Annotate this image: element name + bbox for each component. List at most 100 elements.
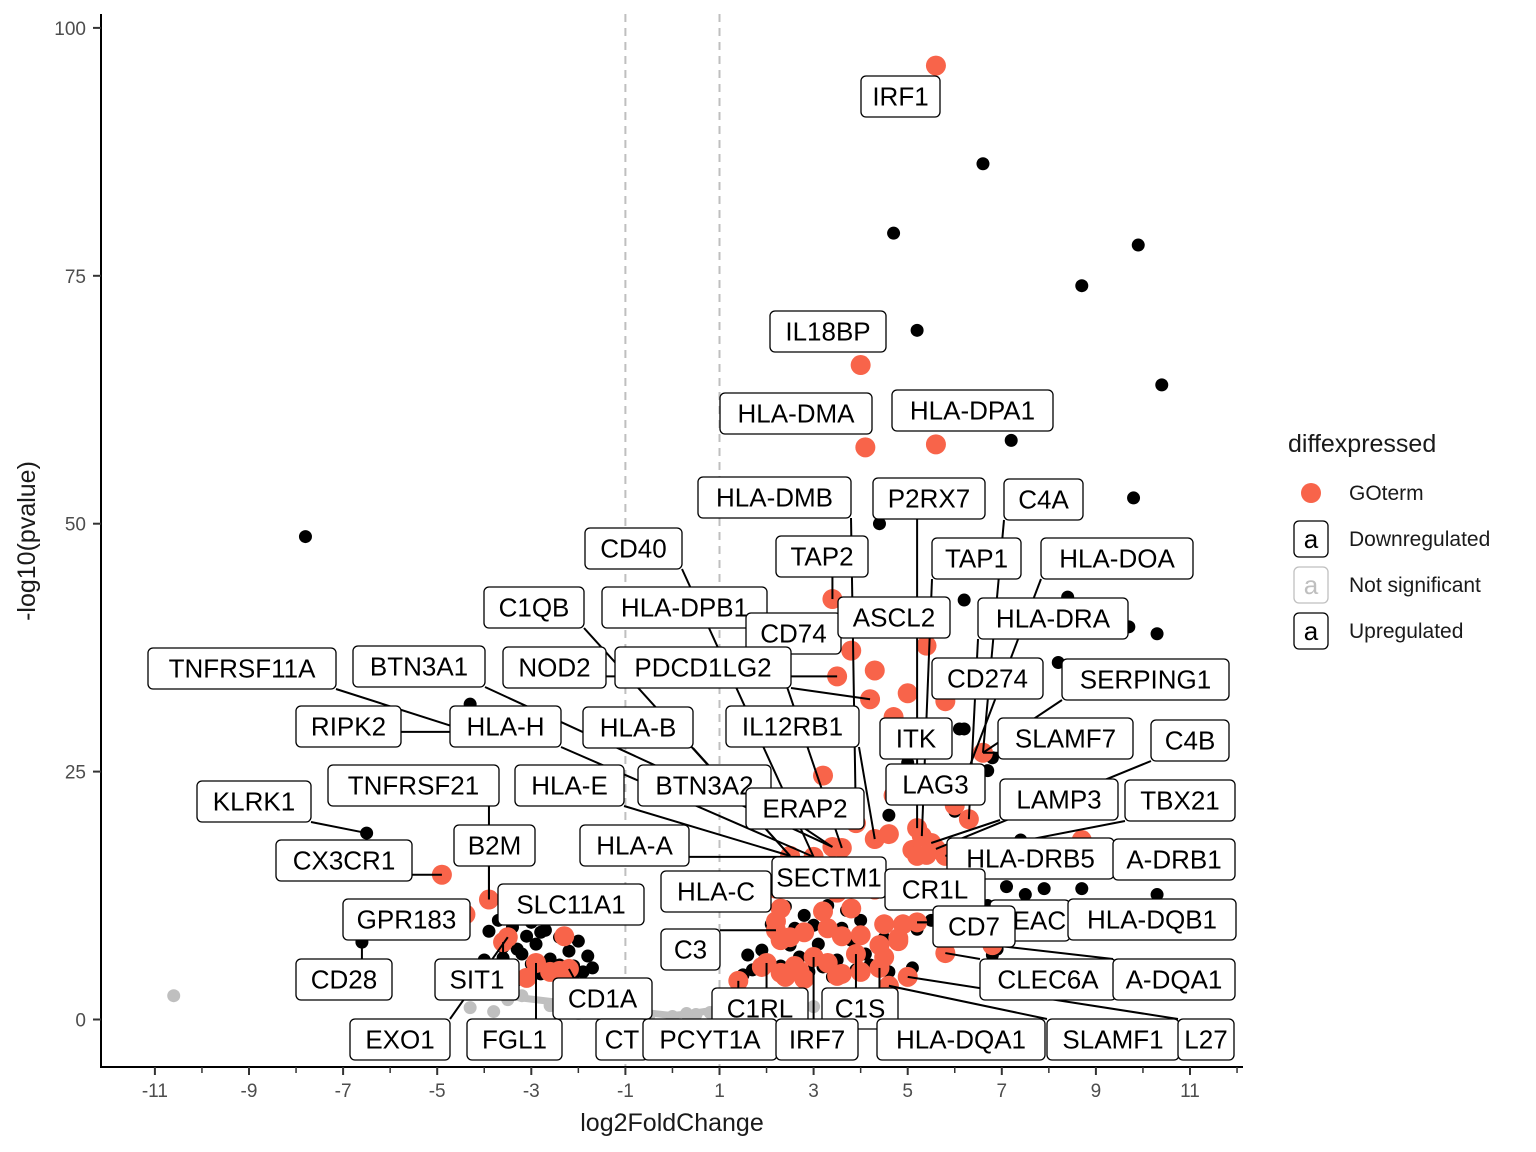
legend: diffexpressed GOterm a Downregulated a Not s… <box>1288 430 1490 650</box>
gene-label-box <box>885 763 986 806</box>
goterm-point <box>897 683 918 704</box>
upregulated-point <box>1075 882 1089 896</box>
gene-label-text: NOD2 <box>518 653 590 683</box>
gene-label-text: HLA-DPB1 <box>621 593 748 623</box>
gene-label: BTN3A2 <box>637 764 772 807</box>
gene-label: CD274 <box>931 657 1044 700</box>
gene-label: HLA-E <box>514 764 625 807</box>
gene-label: IRF7 <box>775 1018 859 1061</box>
gene-label-text: KLRK1 <box>213 787 295 817</box>
gene-label-box <box>997 717 1134 760</box>
gene-label-text: TBX21 <box>1140 786 1220 816</box>
gene-label-text: ITK <box>896 724 937 754</box>
gene-label: HLA-DOA <box>1040 537 1194 580</box>
gene-label-text: HLA-B <box>600 713 677 743</box>
gene-label-text: CD28 <box>311 965 377 995</box>
gene-label: TNFRSF21 <box>327 764 500 807</box>
gene-label: HLA-C <box>660 870 772 913</box>
x-tick-label: -11 <box>142 1081 168 1102</box>
y-tick-label: 0 <box>75 1011 86 1032</box>
gene-label: CD28 <box>295 958 393 1001</box>
gene-label: LAMP3 <box>999 778 1119 821</box>
gene-label-box <box>453 824 536 867</box>
goterm-point <box>916 844 937 865</box>
gene-label-text: EXO1 <box>365 1025 434 1055</box>
gene-label: SLC11A1 <box>497 883 645 926</box>
legend-entry: a Upregulated <box>1293 612 1463 650</box>
x-tick-label: -1 <box>617 1081 634 1102</box>
legend-label: GOterm <box>1349 482 1424 505</box>
x-tick-label: 1 <box>714 1081 725 1102</box>
gene-label-text: IL12RB1 <box>742 712 843 742</box>
gene-label-box <box>725 705 860 748</box>
gene-label-box <box>434 958 520 1001</box>
gene-label-box <box>745 787 865 830</box>
downregulated-point <box>482 924 496 938</box>
gene-label-text: HLA-A <box>596 831 673 861</box>
leader-line <box>623 805 791 857</box>
gene-label-text: IRF7 <box>789 1025 845 1055</box>
gene-label-box <box>1112 838 1236 881</box>
gene-label: IRF1 <box>860 75 941 118</box>
leader-line <box>930 819 1001 844</box>
gene-label-text: CLEC6A <box>997 965 1099 995</box>
gene-label-box <box>977 597 1129 640</box>
gene-label-text: SLC11A1 <box>516 890 625 920</box>
x-tick-label: -9 <box>241 1081 258 1102</box>
x-tick-label: 5 <box>902 1081 913 1102</box>
gene-label-box <box>502 646 607 689</box>
upregulated-point <box>797 908 811 922</box>
gene-label-text: HLA-DMA <box>737 399 855 429</box>
gene-label-box <box>1112 958 1236 1001</box>
legend-key-point <box>1301 483 1321 503</box>
gene-label-text: PDCD1LG2 <box>634 653 771 683</box>
gene-label-text: IRF1 <box>872 82 928 112</box>
gene-label: CT <box>595 1018 649 1061</box>
gene-label-box <box>697 476 852 519</box>
gene-labels: IRF1 IL18BP HLA-DMA HLA-DPA1 HLA-DMB P2RX7 C4A… <box>147 75 1237 1061</box>
gene-label: HLA-H <box>449 705 562 748</box>
goterm-point <box>925 55 946 76</box>
gene-label: IL12RB1 <box>725 705 860 748</box>
legend-entry: GOterm <box>1301 482 1424 505</box>
goterm-point <box>780 927 801 948</box>
gene-label: CR1L <box>884 868 986 911</box>
gene-label-text: CD74 <box>760 619 826 649</box>
goterm-point <box>554 926 575 947</box>
gene-label: BTN3A1 <box>352 645 486 688</box>
gene-label: C4B <box>1150 719 1230 762</box>
downregulated-point <box>298 530 312 544</box>
gene-label-box <box>775 535 869 578</box>
not-significant-point <box>689 1008 703 1022</box>
gene-label-box <box>1040 537 1194 580</box>
gene-label: CD1A <box>552 977 653 1020</box>
goterm-point <box>850 355 871 376</box>
upregulated-point <box>910 323 924 337</box>
gene-label-text: A-DRB1 <box>1126 845 1221 875</box>
gene-label: A-DQA1 <box>1112 958 1236 1001</box>
upregulated-point <box>882 808 896 822</box>
upregulated-point <box>854 913 868 927</box>
upregulated-point <box>1150 627 1164 641</box>
gene-label: HLA-DMB <box>697 476 852 519</box>
gene-label: PCYT1A <box>642 1018 778 1061</box>
gene-label-box <box>837 596 951 639</box>
x-tick-label: -7 <box>335 1081 352 1102</box>
gene-label: HLA-DQB1 <box>1067 898 1237 941</box>
gene-label-text: HLA-DQA1 <box>896 1025 1026 1055</box>
x-tick-label: -5 <box>429 1081 446 1102</box>
gene-label-text: BTN3A2 <box>655 771 753 801</box>
downregulated-point <box>543 952 557 966</box>
gene-label-box <box>449 705 562 748</box>
gene-label-box <box>999 778 1119 821</box>
gene-label: RIPK2 <box>295 705 402 748</box>
gene-label: NOD2 <box>502 646 607 689</box>
gene-label-text: C3 <box>674 935 707 965</box>
gene-label-text: HLA-DRA <box>996 604 1111 634</box>
goterm-point <box>794 968 815 989</box>
gene-label-text: TNFRSF21 <box>348 771 479 801</box>
legend-key-box <box>1293 612 1329 650</box>
upregulated-point <box>1000 880 1014 894</box>
gene-label-text: LAMP3 <box>1016 785 1101 815</box>
